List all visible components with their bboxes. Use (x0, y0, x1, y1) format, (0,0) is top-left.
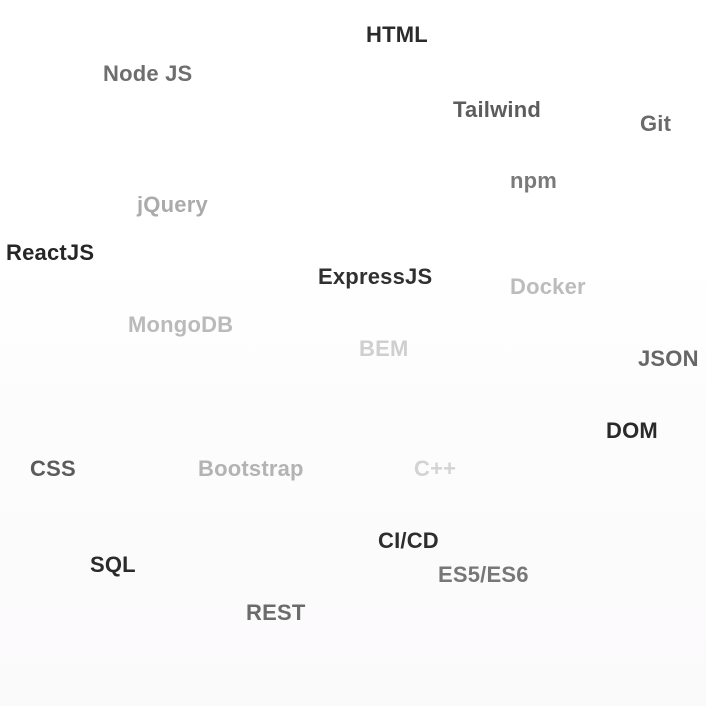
tag-dom[interactable]: DOM (606, 418, 658, 443)
tag-npm[interactable]: npm (510, 168, 558, 193)
tag-bootstrap[interactable]: Bootstrap (198, 456, 304, 481)
tag-json[interactable]: JSON (638, 346, 699, 371)
tag-bem[interactable]: BEM (359, 336, 409, 361)
tag-cicd[interactable]: CI/CD (378, 528, 439, 553)
tag-reactjs[interactable]: ReactJS (6, 240, 95, 265)
tag-rest[interactable]: REST (246, 600, 306, 625)
tag-html[interactable]: HTML (366, 22, 428, 47)
tag-tailwind[interactable]: Tailwind (453, 97, 541, 122)
tag-mongodb[interactable]: MongoDB (128, 312, 234, 337)
tag-docker[interactable]: Docker (510, 274, 586, 299)
tag-sql[interactable]: SQL (90, 552, 136, 577)
tag-git[interactable]: Git (640, 111, 672, 136)
tag-nodejs[interactable]: Node JS (103, 61, 193, 86)
tag-es5-es6[interactable]: ES5/ES6 (438, 562, 529, 587)
tag-css[interactable]: CSS (30, 456, 76, 481)
tag-expressjs[interactable]: ExpressJS (318, 264, 433, 289)
tag-cpp[interactable]: C++ (414, 456, 457, 481)
tag-jquery[interactable]: jQuery (137, 192, 208, 217)
